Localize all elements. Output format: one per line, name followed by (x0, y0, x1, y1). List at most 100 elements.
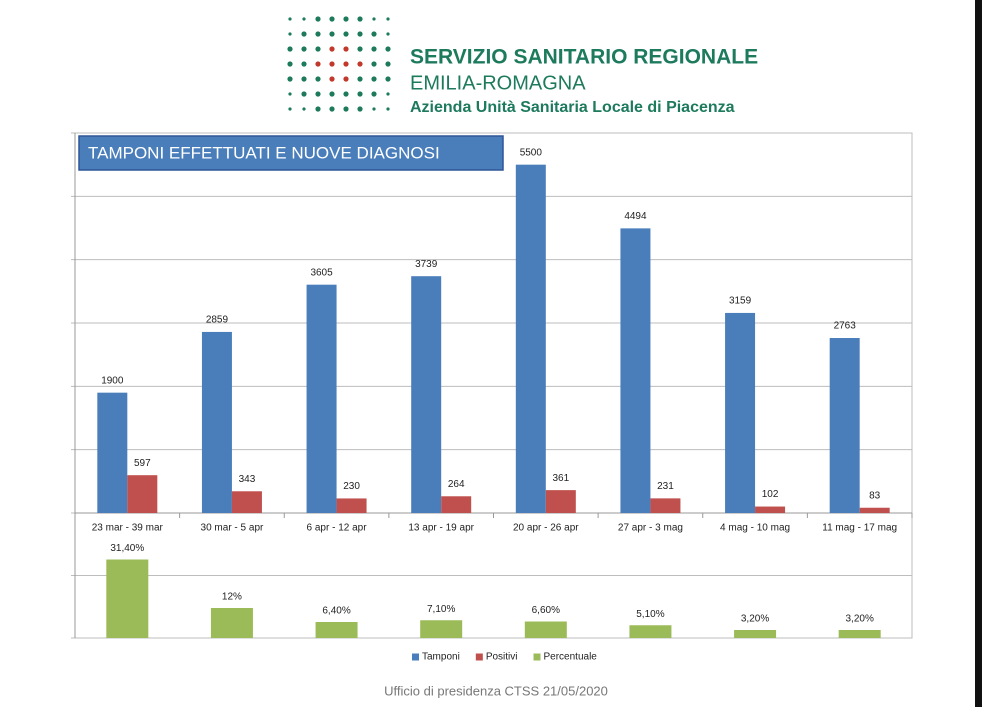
logo-dot (386, 17, 390, 21)
logo (287, 16, 391, 112)
plot-frame (74, 132, 913, 639)
bar (650, 498, 681, 513)
logo-dot (385, 61, 391, 67)
legend-swatch (475, 653, 483, 661)
data-label: 12% (222, 592, 242, 603)
logo-dot (329, 106, 335, 112)
data-label: 2859 (206, 315, 229, 326)
bar (127, 475, 158, 513)
logo-dot (329, 76, 335, 82)
header-organization: Azienda Unità Sanitaria Locale di Piacen… (410, 99, 735, 116)
logo-dot (302, 107, 306, 111)
legend-label: Tamponi (422, 652, 460, 663)
logo-dot (301, 46, 307, 52)
footer: Ufficio di presidenza CTSS 21/05/2020 (384, 683, 608, 698)
data-label: 5,10% (636, 609, 664, 620)
logo-dot (371, 76, 377, 82)
header-subtitle: EMILIA-ROMAGNA (410, 72, 586, 94)
logo-dot (329, 16, 335, 22)
bar (755, 506, 786, 513)
data-label: 3605 (310, 267, 333, 278)
bar (97, 392, 128, 513)
logo-dot (357, 46, 363, 52)
bar (411, 276, 442, 513)
bar (231, 491, 262, 513)
logo-dot (315, 31, 321, 37)
bar (420, 620, 463, 638)
legend-label: Percentuale (544, 652, 598, 663)
data-label: 31,40% (110, 543, 144, 554)
x-tick-label: 27 apr - 3 mag (618, 523, 683, 534)
logo-dot (371, 91, 377, 97)
data-label: 343 (239, 474, 256, 485)
data-label: 6,40% (322, 606, 350, 617)
logo-dot (329, 61, 335, 67)
logo-dot (343, 106, 349, 112)
bar (306, 284, 337, 513)
logo-dot (385, 46, 391, 52)
legend-swatch (412, 653, 419, 661)
logo-dot (288, 107, 292, 111)
logo-dot (386, 107, 390, 111)
x-tick-label: 6 apr - 12 apr (307, 523, 368, 534)
logo-dot (357, 31, 363, 37)
logo-dot (287, 61, 293, 67)
data-label: 3739 (415, 259, 438, 270)
bar (515, 164, 546, 513)
bar (838, 630, 881, 638)
bar (201, 331, 232, 513)
bar (315, 622, 358, 638)
title-box (78, 135, 504, 171)
logo-dot (329, 31, 335, 37)
bar (725, 312, 756, 513)
data-label: 5500 (520, 147, 543, 158)
x-tick-label: 23 mar - 39 mar (92, 523, 164, 534)
logo-dot (329, 91, 335, 97)
data-label: 361 (552, 473, 569, 484)
logo-dot (315, 76, 321, 82)
bar (441, 496, 472, 513)
logo-dot (343, 16, 349, 22)
logo-dot (315, 61, 321, 67)
data-label: 264 (448, 479, 465, 490)
logo-dot (315, 91, 321, 97)
logo-dot (288, 92, 292, 96)
x-tick-label: 4 mag - 10 mag (720, 523, 790, 534)
logo-dot (386, 92, 390, 96)
logo-dot (301, 61, 307, 67)
logo-dot (288, 17, 292, 21)
data-label: 1900 (101, 375, 124, 386)
data-label: 230 (343, 481, 360, 492)
bar (210, 608, 253, 638)
bar (734, 630, 777, 638)
logo-dot (372, 17, 376, 21)
logo-dot (371, 61, 377, 67)
data-label: 4494 (624, 211, 647, 222)
logo-dot (357, 76, 363, 82)
data-label: 102 (762, 489, 779, 500)
data-label: 2763 (834, 321, 857, 332)
x-tick-label: 20 apr - 26 apr (513, 523, 579, 534)
logo-dot (343, 31, 349, 37)
logo-dot (315, 46, 321, 52)
logo-dot (315, 16, 321, 22)
logo-dot (357, 16, 363, 22)
logo-dot (386, 32, 390, 36)
data-label: 597 (134, 458, 151, 469)
logo-dot (287, 46, 293, 52)
logo-dot (357, 61, 363, 67)
bar (106, 559, 149, 638)
logo-dot (301, 91, 307, 97)
logo-dot (371, 46, 377, 52)
bar (859, 507, 890, 513)
bar (524, 621, 567, 638)
logo-dot (357, 106, 363, 112)
logo-dot (301, 31, 307, 37)
data-label: 83 (869, 490, 881, 501)
bar (545, 490, 576, 513)
data-label: 3,20% (846, 614, 874, 625)
logo-dot (329, 46, 335, 52)
logo-dot (357, 91, 363, 97)
logo-dot (302, 17, 306, 21)
